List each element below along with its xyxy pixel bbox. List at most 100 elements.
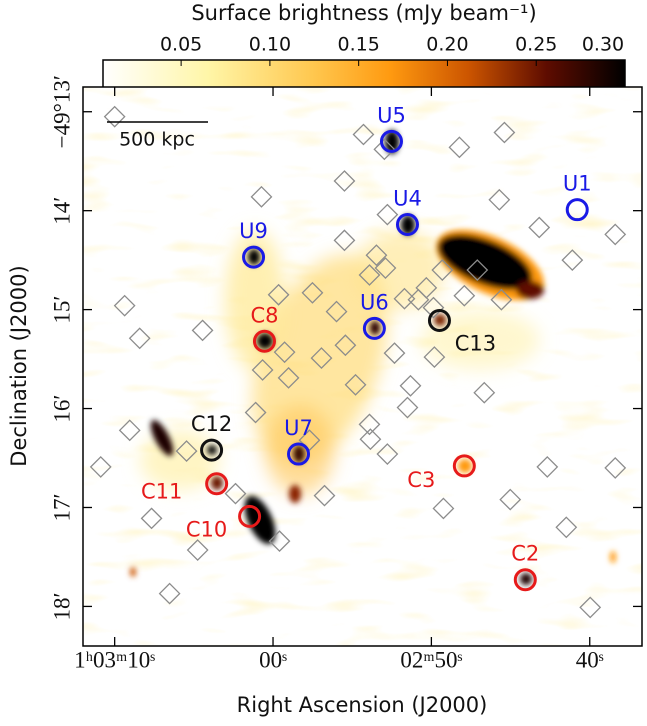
catalog-diamond [244,401,267,424]
source-circle [238,504,262,528]
source-label: U9 [239,219,268,243]
catalog-diamond [373,138,396,161]
x-tick-label: 1ʰ03ᵐ10ˢ [74,647,155,672]
catalog-diamond [396,396,419,419]
catalog-diamond [334,334,357,357]
catalog-diamond [268,530,291,553]
catalog-diamond [488,188,511,211]
source-label: U4 [393,187,422,211]
x-tick-label: 40ˢ [576,647,604,672]
source-circle [242,245,266,269]
source-label: C10 [186,517,227,541]
catalog-diamond [191,319,214,342]
catalog-diamond [422,296,445,319]
source-circle [205,472,229,496]
catalog-diamond [267,283,290,306]
catalog-diamond [374,257,397,279]
source-label: C3 [407,468,435,492]
markers [89,105,627,619]
catalog-diamond [473,381,496,404]
catalog-diamond [490,288,513,311]
catalog-diamond [423,346,446,369]
catalog-diamond [555,516,578,539]
catalog-diamond [251,359,274,381]
catalog-diamond [399,374,422,397]
colorbar-tick-label: 0.15 [338,34,380,56]
y-tick-label: 18′ [49,592,74,620]
catalog-diamond [365,244,388,267]
source-label: U6 [360,290,389,314]
y-tick-label: 17′ [49,493,74,521]
colorbar-tick-label: 0.20 [426,34,468,56]
source-label: U7 [284,416,313,440]
source-circle [395,213,419,237]
catalog-diamond [325,300,348,323]
catalog-diamond [579,596,602,619]
catalog-diamond [301,281,324,304]
catalog-diamond [536,456,559,478]
catalog-diamond [561,249,584,272]
colorbar-tick-label: 0.25 [515,34,557,56]
catalog-diamond [333,229,356,252]
source-circle [452,454,476,478]
source-circle [379,129,403,153]
colorbar-tick-label: 0.30 [582,34,624,56]
catalog-diamond [118,419,141,442]
catalog-diamond [158,582,181,605]
source-circle [287,442,311,466]
source-label: U1 [563,172,592,196]
catalog-diamond [528,216,551,239]
catalog-diamond [376,443,399,465]
source-label: C12 [191,412,232,436]
catalog-diamond [383,342,406,365]
catalog-diamond [376,203,399,226]
x-tick-label: 02ᵐ50ˢ [400,647,462,672]
catalog-diamond [175,440,198,463]
y-tick-label: 14′ [49,197,74,225]
source-circle [513,568,537,592]
catalog-diamond [224,482,247,505]
catalog-diamond [466,259,489,281]
catalog-diamond [103,105,126,128]
catalog-diamond [128,327,151,350]
catalog-diamond [344,373,367,396]
source-label: C8 [250,303,278,327]
source-circle [427,308,451,332]
catalog-diamond [313,484,336,507]
y-tick-label: 15′ [49,296,74,324]
catalog-diamond [432,497,455,520]
catalog-diamond [431,259,454,281]
source-label: C11 [141,480,182,504]
catalog-diamond [310,347,333,370]
catalog-diamond [358,413,381,436]
catalog-diamond [453,284,476,307]
colorbar [102,59,626,89]
catalog-diamond [493,121,516,144]
catalog-diamond [358,264,381,286]
catalog-diamond [277,366,300,389]
catalog-diamond [359,428,382,451]
catalog-diamond [298,429,321,452]
source-circle [200,438,224,462]
radio-map [83,87,642,646]
catalog-diamond [407,288,430,311]
y-tick-label: 16′ [49,395,74,423]
catalog-diamond [499,488,522,511]
source-label: U5 [377,103,406,127]
plot-frame [82,86,643,647]
source-label: C13 [455,331,496,355]
y-axis-title: Declination (J2000) [7,265,31,466]
catalog-diamond [273,341,296,364]
source-label: C2 [511,542,539,566]
source-circle [252,329,276,353]
catalog-diamond [604,223,627,246]
x-tick-label: 00ˢ [259,647,287,672]
source-circle [362,316,386,340]
catalog-diamond [186,539,209,561]
colorbar-title: Surface brightness (mJy beam⁻¹) [191,1,536,25]
catalog-diamond [393,287,416,310]
catalog-diamond [140,507,163,530]
colorbar-tick-label: 0.10 [249,34,291,56]
catalog-diamond [89,456,112,478]
catalog-diamond [333,170,356,192]
